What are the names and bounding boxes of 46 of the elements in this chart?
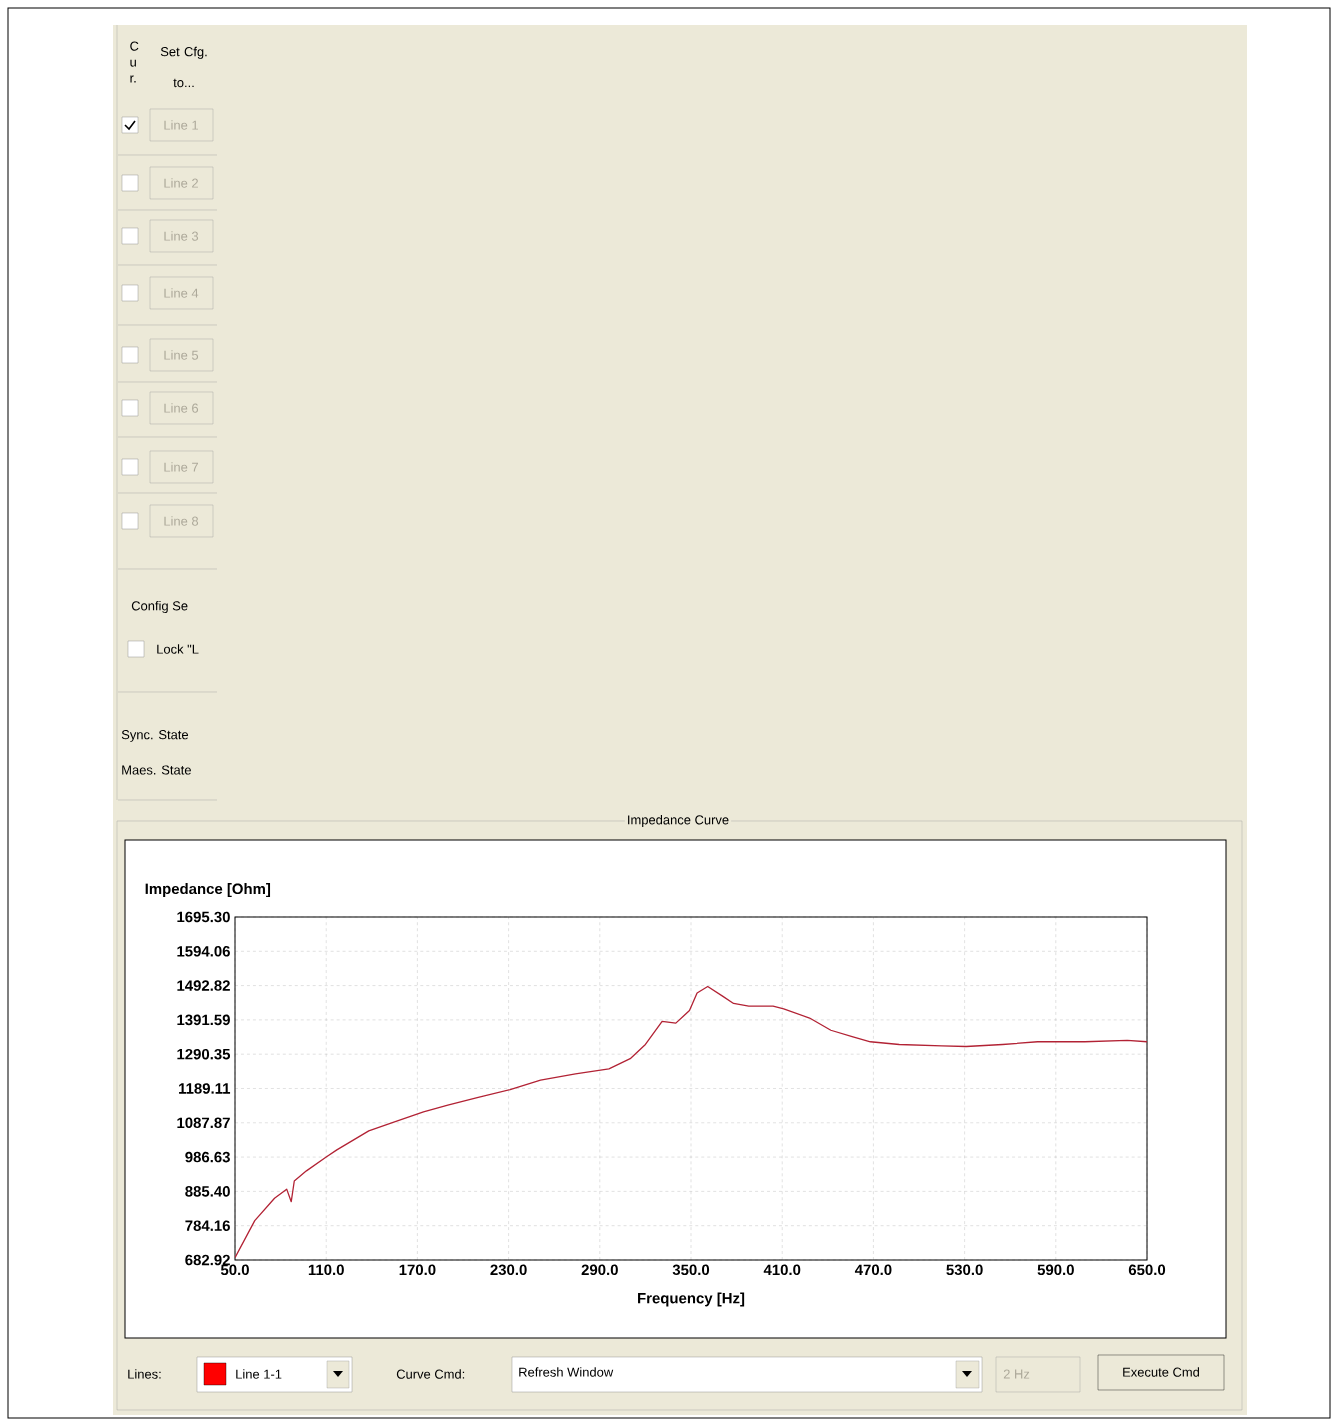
y-tick-label: 1594.06 (177, 945, 230, 957)
text: 2 Hz (1003, 1369, 1030, 1379)
x-tick-label: 410.0 (763, 1264, 801, 1276)
y-tick-label: 1189.11 (179, 1083, 231, 1094)
x-tick-label: 170.0 (399, 1264, 436, 1276)
x-tick-label: 290.0 (581, 1264, 618, 1276)
text: C u r. (130, 41, 139, 83)
y-tick-label: 885.40 (185, 1186, 230, 1197)
text: Line 2 (164, 178, 198, 188)
x-tick-label: 470.0 (854, 1264, 892, 1276)
text: Line 4 (164, 288, 199, 298)
text: Lines: (128, 1369, 161, 1379)
text: Line 8 (164, 516, 199, 526)
text: Config Se (131, 600, 188, 614)
y-tick-label: 1391.59 (177, 1014, 230, 1026)
x-tick-label: 350.0 (672, 1264, 710, 1276)
y-tick-label: 1087.87 (177, 1117, 230, 1129)
x-tick-label: 590.0 (1037, 1264, 1074, 1276)
y-axis-title: Impedance [Ohm] (145, 883, 271, 898)
text: Line 3 (164, 231, 199, 241)
x-tick-label: 230.0 (490, 1264, 527, 1276)
text: Line 1 (164, 120, 198, 130)
text: Line 5 (164, 350, 199, 360)
text: Refresh Window (519, 1367, 614, 1377)
text: Line 7 (164, 462, 198, 472)
x-tick-label: 650.0 (1128, 1264, 1166, 1276)
text: Sync. State (121, 730, 189, 742)
x-tick-label: 110.0 (308, 1264, 344, 1276)
x-axis-title: Frequency [Hz] (638, 1292, 745, 1307)
text: Lock "L (157, 644, 199, 654)
y-tick-label: 1492.82 (177, 980, 230, 991)
y-tick-label: 1290.35 (177, 1048, 231, 1060)
text: Set Cfg. to... (160, 46, 207, 88)
chart-title: Impedance Curve (628, 814, 729, 828)
y-tick-label: 1695.30 (177, 911, 230, 923)
text: Maes. State (122, 765, 191, 775)
y-tick-label: 682.92 (185, 1254, 230, 1266)
text: Curve Cmd: (396, 1369, 465, 1379)
text: Line 1-1 (236, 1369, 282, 1379)
y-tick-label: 784.16 (185, 1220, 230, 1231)
text: Line 6 (164, 403, 199, 413)
y-tick-label: 986.63 (185, 1151, 230, 1163)
text: Execute Cmd (1123, 1367, 1200, 1377)
x-tick-label: 530.0 (946, 1264, 983, 1276)
x-tick-label: 50.0 (220, 1264, 249, 1276)
line-series (235, 985, 1148, 1259)
